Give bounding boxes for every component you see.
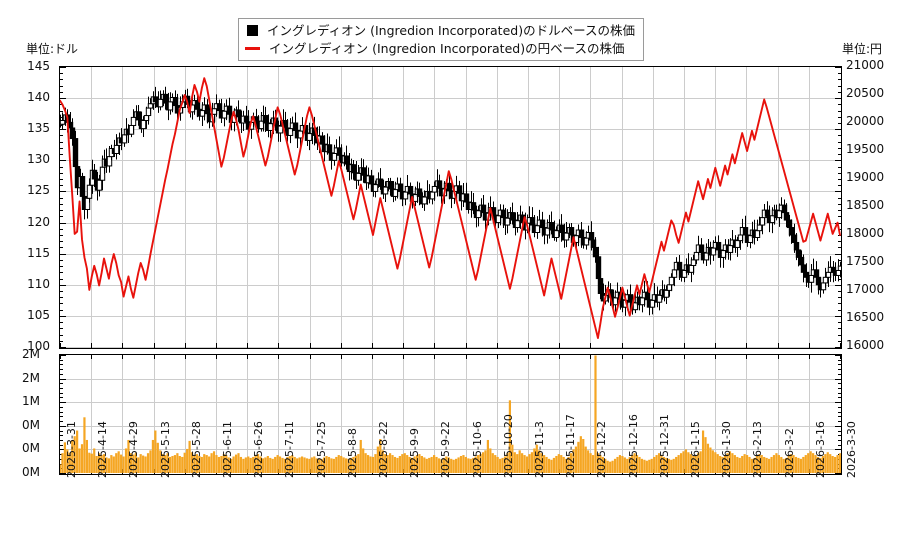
- legend-square-marker-icon: [247, 24, 258, 36]
- left-axis-tick-label: 120: [27, 214, 50, 229]
- x-axis-tick-label: 2026-3-16: [813, 421, 827, 478]
- right-axis-tick-label: 19000: [846, 170, 885, 184]
- x-axis-tick-label: 2025-12-31: [657, 414, 671, 478]
- chart-legend: イングレディオン (Ingredion Incorporated)のドルベースの…: [238, 18, 644, 61]
- x-axis-tick-label: 2026-3-30: [844, 421, 858, 478]
- left-axis-tick-label: 130: [27, 151, 50, 166]
- right-axis-unit-label: 単位:円: [841, 42, 882, 56]
- x-axis-tick-label: 2025-11-17: [563, 414, 577, 478]
- price-chart-plot-area: [59, 66, 842, 349]
- right-axis-tick-label: 16500: [846, 310, 885, 324]
- x-axis-tick-label: 2025-4-14: [95, 421, 109, 478]
- volume-axis-tick-label: 0M: [22, 417, 40, 432]
- right-axis-tick-label: 17000: [846, 282, 885, 296]
- volume-axis-tick-label: 0M: [22, 464, 40, 479]
- right-axis-tick-label: 18000: [846, 226, 885, 240]
- right-axis-tick-label: 19500: [846, 142, 885, 156]
- right-axis-tick-label: 16000: [846, 338, 885, 352]
- x-axis-tick-label: 2025-12-2: [594, 421, 608, 478]
- left-axis-tick-label: 145: [27, 58, 50, 73]
- legend-line-marker-icon: [245, 46, 260, 50]
- x-axis-tick-label: 2025-5-28: [189, 421, 203, 478]
- left-axis-unit-label: 単位:ドル: [26, 42, 79, 56]
- right-axis-tick-label: 18500: [846, 198, 885, 212]
- legend-item-jpy: イングレディオン (Ingredion Incorporated)の円ベースの株…: [245, 40, 635, 56]
- x-axis-tick-label: 2026-1-15: [688, 421, 702, 478]
- x-axis-tick-label: 2025-8-22: [376, 421, 390, 478]
- x-axis-tick-label: 2025-8-8: [345, 428, 359, 478]
- legend-item-usd: イングレディオン (Ingredion Incorporated)のドルベースの…: [245, 22, 635, 38]
- x-axis-tick-label: 2025-9-9: [407, 428, 421, 478]
- x-axis-tick-label: 2026-1-30: [719, 421, 733, 478]
- x-axis-tick-label: 2025-7-25: [314, 421, 328, 478]
- legend-label-jpy: イングレディオン (Ingredion Incorporated)の円ベースの株…: [269, 40, 625, 56]
- x-axis-tick-label: 2025-6-11: [220, 421, 234, 478]
- left-axis-tick-label: 100: [27, 338, 50, 353]
- volume-axis-tick-label: 0M: [22, 440, 40, 455]
- left-axis-tick-label: 105: [27, 307, 50, 322]
- volume-axis-tick-label: 2M: [22, 346, 40, 361]
- x-axis-tick-label: 2025-11-3: [532, 421, 546, 478]
- left-axis-tick-label: 115: [27, 245, 50, 260]
- right-axis-tick-label: 20000: [846, 114, 885, 128]
- x-axis-tick-label: 2025-10-20: [501, 414, 515, 478]
- x-axis-tick-label: 2025-12-16: [626, 414, 640, 478]
- legend-label-usd: イングレディオン (Ingredion Incorporated)のドルベースの…: [267, 22, 635, 38]
- x-axis-tick-label: 2026-3-2: [782, 428, 796, 478]
- x-axis-tick-label: 2025-6-26: [251, 421, 265, 478]
- volume-chart-plot-area: [59, 354, 842, 475]
- volume-series-canvas: [60, 355, 841, 474]
- x-axis-tick-label: 2026-2-13: [750, 421, 764, 478]
- right-axis-tick-label: 20500: [846, 86, 885, 100]
- x-axis-tick-label: 2025-4-29: [126, 421, 140, 478]
- left-axis-tick-label: 140: [27, 89, 50, 104]
- price-series-canvas: [60, 67, 841, 348]
- left-axis-tick-label: 135: [27, 120, 50, 135]
- x-axis-tick-label: 2025-9-22: [438, 421, 452, 478]
- volume-axis-tick-label: 1M: [22, 393, 40, 408]
- x-axis-tick-label: 2025-3-31: [64, 421, 78, 478]
- right-axis-tick-label: 21000: [846, 58, 885, 72]
- left-axis-tick-label: 125: [27, 182, 50, 197]
- x-axis-tick-label: 2025-7-11: [282, 421, 296, 478]
- left-axis-tick-label: 110: [27, 276, 50, 291]
- x-axis-tick-label: 2025-10-6: [470, 421, 484, 478]
- x-axis-tick-label: 2025-5-13: [158, 421, 172, 478]
- right-axis-tick-label: 17500: [846, 254, 885, 268]
- volume-axis-tick-label: 2M: [22, 370, 40, 385]
